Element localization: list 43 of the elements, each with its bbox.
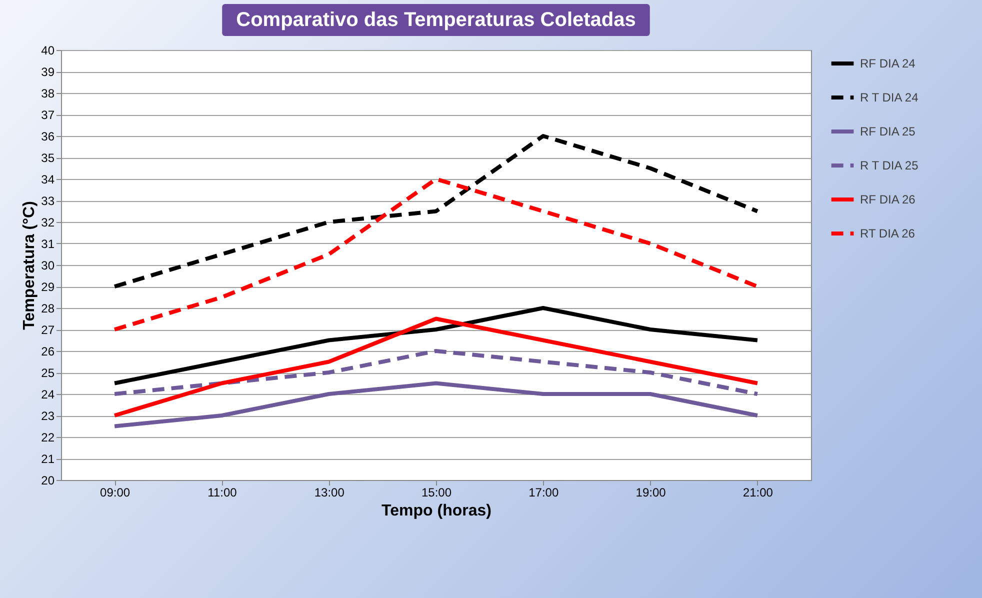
y-tick-label: 30 <box>41 258 55 272</box>
y-tick-label: 24 <box>41 388 55 402</box>
x-axis-title: Tempo (horas) <box>382 502 492 520</box>
y-tick-label: 27 <box>41 323 55 337</box>
line-series <box>112 381 760 428</box>
line-series <box>112 134 760 288</box>
x-tick-label: 19:00 <box>636 486 666 500</box>
x-tick-label: 21:00 <box>742 486 774 500</box>
legend-label: R T DIA 25 <box>860 158 919 172</box>
y-axis-title: Temperatura (°C) <box>21 201 38 330</box>
line-series <box>112 306 760 386</box>
legend-label: RF DIA 26 <box>860 192 916 206</box>
y-tick-label: 33 <box>41 194 55 208</box>
y-tick-label: 29 <box>41 280 55 294</box>
y-tick-label: 37 <box>41 108 55 122</box>
x-tick-label: 17:00 <box>528 486 559 500</box>
y-tick-label: 38 <box>41 86 55 100</box>
y-tick-label: 26 <box>41 344 55 358</box>
line-series <box>112 177 760 332</box>
x-tick-label: 09:00 <box>100 486 130 500</box>
legend-label: RF DIA 24 <box>860 56 916 70</box>
y-tick-label: 36 <box>41 130 55 144</box>
y-tick-label: 28 <box>41 302 55 316</box>
y-tick-label: 40 <box>41 44 55 58</box>
line-series <box>112 316 760 418</box>
x-tick-label: 13:00 <box>314 486 345 500</box>
y-tick-label: 23 <box>41 409 55 423</box>
y-tick-label: 20 <box>41 474 55 488</box>
legend-label: RT DIA 26 <box>860 226 916 240</box>
y-tick-label: 35 <box>41 151 55 165</box>
chart-title: Comparativo das Temperaturas Coletadas <box>236 9 636 31</box>
y-tick-label: 22 <box>41 430 55 444</box>
legend-label: RF DIA 25 <box>860 124 916 138</box>
y-tick-label: 25 <box>41 366 55 380</box>
y-tick-label: 32 <box>41 216 55 230</box>
y-tick-label: 31 <box>41 237 55 251</box>
y-tick-label: 39 <box>41 65 55 79</box>
x-tick-label: 15:00 <box>421 486 452 500</box>
y-tick-label: 21 <box>41 452 55 466</box>
x-tick-label: 11:00 <box>208 486 238 500</box>
legend-label: R T DIA 24 <box>860 90 919 104</box>
y-tick-label: 34 <box>41 172 55 186</box>
line-series <box>112 349 760 396</box>
